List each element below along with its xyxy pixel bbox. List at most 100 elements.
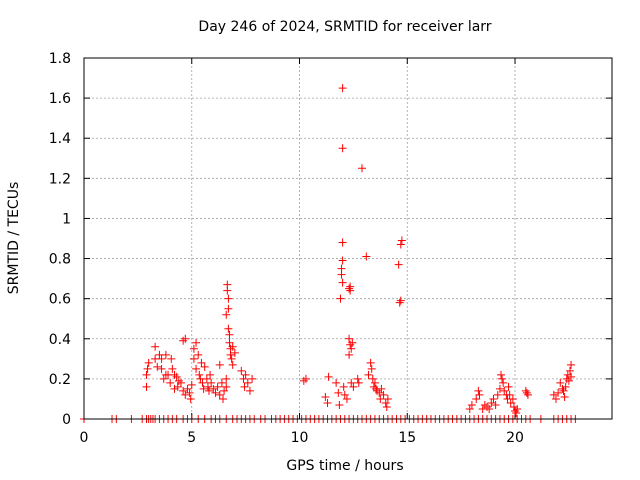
data-point bbox=[222, 310, 231, 319]
y-tick-label: 1.4 bbox=[49, 131, 71, 147]
y-tick-label: 0.6 bbox=[49, 292, 71, 308]
data-point bbox=[213, 382, 222, 391]
data-point bbox=[183, 384, 192, 393]
data-point bbox=[512, 408, 521, 417]
data-point bbox=[228, 342, 237, 351]
data-point bbox=[222, 382, 231, 391]
data-point bbox=[159, 374, 168, 383]
data-point bbox=[347, 378, 356, 387]
data-point bbox=[179, 386, 188, 395]
data-point bbox=[211, 388, 220, 397]
data-point bbox=[243, 378, 252, 387]
data-point bbox=[379, 390, 388, 399]
data-point bbox=[337, 264, 346, 273]
chart-title: Day 246 of 2024, SRMTID for receiver lar… bbox=[198, 19, 491, 35]
data-point bbox=[200, 362, 209, 371]
data-points bbox=[80, 84, 580, 423]
data-point bbox=[375, 388, 384, 397]
y-tick-label: 0.8 bbox=[49, 252, 71, 268]
data-point bbox=[493, 390, 502, 399]
data-point bbox=[506, 398, 515, 407]
data-point bbox=[511, 406, 520, 415]
data-point bbox=[189, 344, 198, 353]
data-point bbox=[203, 382, 212, 391]
data-point bbox=[215, 390, 224, 399]
data-point bbox=[495, 384, 504, 393]
data-point bbox=[321, 392, 330, 401]
data-point bbox=[194, 350, 203, 359]
data-point bbox=[226, 350, 235, 359]
data-point bbox=[551, 394, 560, 403]
data-point bbox=[192, 364, 201, 373]
data-point bbox=[522, 388, 531, 397]
data-point bbox=[465, 404, 474, 413]
data-point bbox=[559, 386, 568, 395]
data-point bbox=[248, 374, 257, 383]
y-tick-label: 0.2 bbox=[49, 372, 71, 388]
data-point bbox=[509, 402, 518, 411]
plot-frame bbox=[83, 57, 613, 420]
grid-lines bbox=[84, 58, 612, 419]
data-point bbox=[499, 378, 508, 387]
data-point bbox=[498, 374, 507, 383]
data-point bbox=[170, 384, 179, 393]
data-point bbox=[335, 400, 344, 409]
axis-ticks: 0 0.2 0.4 0.6 0.8 1 1.2 1.4 1.6 1.8 0 5 10 15 20 bbox=[49, 51, 612, 446]
data-point bbox=[338, 278, 347, 287]
data-point bbox=[220, 386, 229, 395]
data-point bbox=[338, 84, 347, 93]
data-point bbox=[475, 390, 484, 399]
data-point bbox=[240, 382, 249, 391]
data-point bbox=[362, 252, 371, 261]
data-point bbox=[347, 344, 356, 353]
data-point bbox=[187, 380, 196, 389]
data-point bbox=[207, 378, 216, 387]
x-tick-label: 0 bbox=[80, 430, 89, 446]
data-point bbox=[225, 330, 234, 339]
y-tick-label: 1.2 bbox=[49, 171, 71, 187]
data-point bbox=[227, 354, 236, 363]
data-point bbox=[217, 378, 226, 387]
data-point bbox=[513, 404, 522, 413]
data-point bbox=[176, 378, 185, 387]
data-point bbox=[376, 394, 385, 403]
data-point bbox=[560, 392, 569, 401]
data-point bbox=[377, 384, 386, 393]
data-point bbox=[487, 398, 496, 407]
data-point bbox=[521, 386, 530, 395]
data-point bbox=[562, 374, 571, 383]
data-point bbox=[489, 394, 498, 403]
data-point bbox=[358, 164, 367, 173]
data-point bbox=[346, 340, 355, 349]
data-point bbox=[394, 260, 403, 269]
data-point bbox=[505, 390, 514, 399]
data-point bbox=[172, 372, 181, 381]
data-point bbox=[237, 366, 246, 375]
data-point bbox=[334, 388, 343, 397]
data-point bbox=[383, 394, 392, 403]
data-point bbox=[225, 338, 234, 347]
data-point bbox=[561, 382, 570, 391]
data-point bbox=[202, 374, 211, 383]
data-point bbox=[219, 394, 228, 403]
y-tick-label: 1.8 bbox=[49, 51, 71, 67]
data-point bbox=[197, 358, 206, 367]
data-point bbox=[161, 350, 170, 359]
data-point bbox=[373, 386, 382, 395]
x-tick-label: 10 bbox=[291, 430, 309, 446]
data-point bbox=[340, 390, 349, 399]
data-point bbox=[245, 386, 254, 395]
data-point bbox=[367, 364, 376, 373]
data-point bbox=[142, 382, 151, 391]
data-point bbox=[354, 378, 363, 387]
data-point bbox=[396, 240, 405, 249]
data-point bbox=[381, 398, 390, 407]
data-point bbox=[348, 338, 357, 347]
data-point bbox=[353, 374, 362, 383]
x-tick-label: 5 bbox=[187, 430, 196, 446]
data-point bbox=[166, 378, 175, 387]
y-tick-label: 0.4 bbox=[49, 332, 71, 348]
x-tick-label: 20 bbox=[506, 430, 524, 446]
data-point bbox=[173, 382, 182, 391]
data-point bbox=[323, 398, 332, 407]
